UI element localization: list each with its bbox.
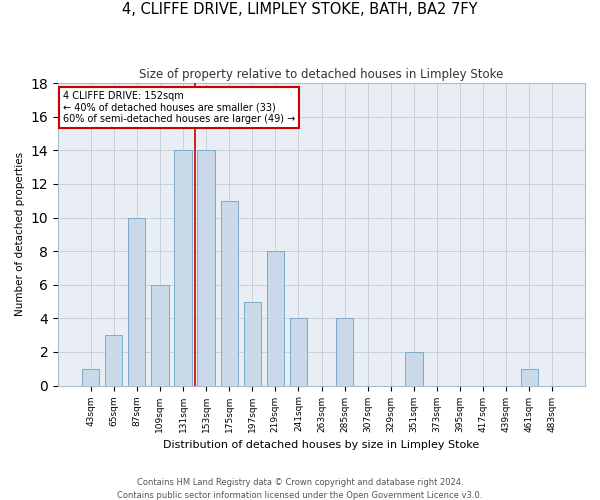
Text: 4 CLIFFE DRIVE: 152sqm
← 40% of detached houses are smaller (33)
60% of semi-det: 4 CLIFFE DRIVE: 152sqm ← 40% of detached… — [63, 90, 296, 124]
Bar — [405, 352, 422, 386]
Title: Size of property relative to detached houses in Limpley Stoke: Size of property relative to detached ho… — [139, 68, 504, 80]
Bar — [128, 218, 145, 386]
Bar — [151, 284, 169, 386]
Bar — [336, 318, 353, 386]
Bar — [244, 302, 261, 386]
Bar — [521, 369, 538, 386]
Bar — [197, 150, 215, 386]
Y-axis label: Number of detached properties: Number of detached properties — [15, 152, 25, 316]
Bar — [105, 335, 122, 386]
Text: 4, CLIFFE DRIVE, LIMPLEY STOKE, BATH, BA2 7FY: 4, CLIFFE DRIVE, LIMPLEY STOKE, BATH, BA… — [122, 2, 478, 18]
Bar — [290, 318, 307, 386]
Bar — [82, 369, 99, 386]
Bar — [266, 251, 284, 386]
X-axis label: Distribution of detached houses by size in Limpley Stoke: Distribution of detached houses by size … — [163, 440, 479, 450]
Bar — [175, 150, 191, 386]
Text: Contains HM Land Registry data © Crown copyright and database right 2024.
Contai: Contains HM Land Registry data © Crown c… — [118, 478, 482, 500]
Bar — [221, 200, 238, 386]
